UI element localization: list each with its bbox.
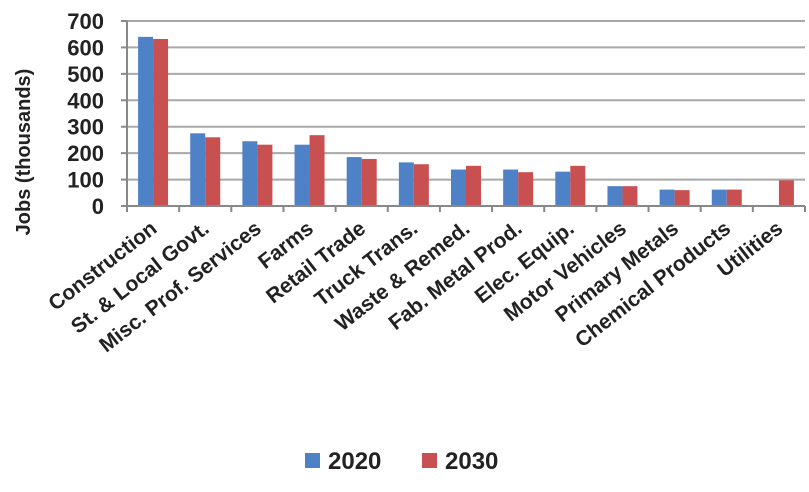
y-tick-label: 0 [92,194,104,219]
bar-2020-9 [607,186,623,206]
bar-2020-0 [138,36,154,206]
axes [121,20,806,212]
y-tick-label: 200 [67,141,104,166]
bar-2030-8 [570,165,586,206]
bars [138,36,794,206]
bar-2030-6 [466,165,481,206]
bar-2030-10 [674,190,690,206]
bar-2020-2 [242,141,258,206]
bar-2020-11 [711,189,727,206]
y-axis-title: Jobs (thousands) [13,69,35,236]
bar-2020-1 [190,133,206,206]
legend: 2020 2030 [305,448,498,475]
bar-2020-4 [346,157,362,206]
y-tick-label: 700 [67,9,104,34]
y-tick-label: 300 [67,115,104,140]
y-tick-label: 500 [67,62,104,87]
y-tick-label: 600 [67,35,104,60]
bar-2030-1 [205,137,221,206]
legend-swatch-2020 [305,453,320,468]
bar-2020-6 [451,169,466,206]
bar-2030-12 [778,180,794,206]
legend-label: 2030 [445,448,498,475]
bar-2030-9 [622,186,638,206]
bar-2030-5 [413,164,429,206]
bar-2030-2 [257,144,273,206]
y-tick-label: 100 [67,168,104,193]
gridlines [127,20,805,181]
legend-swatch-2030 [422,453,437,468]
y-tick-label: 400 [67,88,104,113]
bar-2020-7 [503,169,519,206]
bar-2020-3 [294,144,310,206]
bar-2030-11 [726,189,742,206]
bar-2030-7 [518,172,534,206]
bar-2030-4 [361,158,377,206]
bar-2030-3 [309,135,325,206]
legend-label: 2020 [328,448,381,475]
bar-2020-10 [659,189,675,206]
bar-2020-8 [555,171,571,206]
bar-2020-5 [398,162,414,206]
bar-2030-0 [153,38,169,206]
